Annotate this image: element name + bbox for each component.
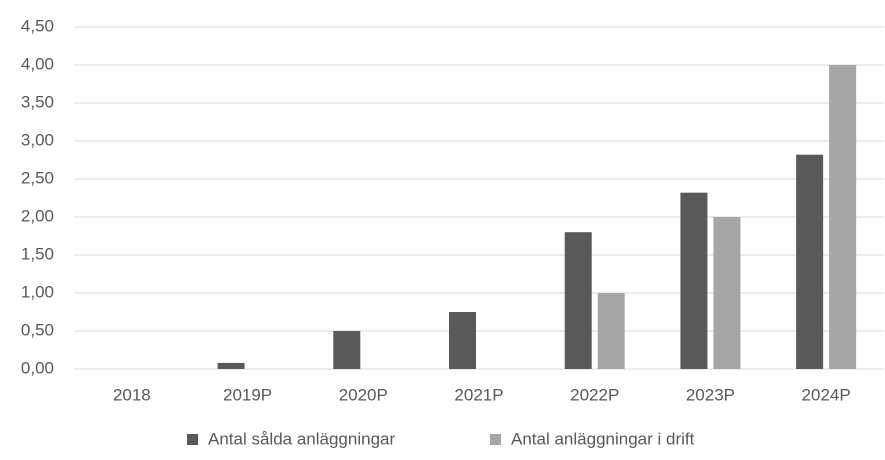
bar	[333, 331, 361, 369]
x-tick-label: 2021P	[454, 385, 503, 404]
y-tick-label: 0,00	[21, 358, 54, 377]
legend-label: Antal anläggningar i drift	[511, 429, 695, 448]
x-tick-label: 2024P	[802, 385, 851, 404]
y-tick-label: 3,00	[21, 130, 54, 149]
x-tick-label: 2020P	[339, 385, 388, 404]
bar	[217, 362, 245, 369]
x-tick-label: 2022P	[570, 385, 619, 404]
y-tick-label: 2,00	[21, 206, 54, 225]
y-tick-label: 1,50	[21, 244, 54, 263]
bar	[449, 312, 476, 369]
bar	[597, 293, 625, 369]
y-tick-label: 4,50	[21, 16, 54, 35]
y-tick-label: 3,50	[21, 92, 54, 111]
x-tick-label: 2023P	[686, 385, 735, 404]
bar	[564, 232, 592, 369]
bar	[713, 217, 741, 369]
x-tick-label: 2019P	[223, 385, 272, 404]
x-tick-label: 2018	[113, 385, 151, 404]
y-tick-label: 1,00	[21, 282, 54, 301]
legend-swatch	[490, 434, 501, 445]
bar	[680, 192, 708, 369]
y-tick-label: 4,00	[21, 54, 54, 73]
y-tick-label: 0,50	[21, 320, 54, 339]
legend-swatch	[187, 434, 198, 445]
bar	[829, 65, 857, 369]
legend-label: Antal sålda anläggningar	[208, 429, 395, 448]
y-tick-label: 2,50	[21, 168, 54, 187]
bar	[796, 154, 824, 369]
